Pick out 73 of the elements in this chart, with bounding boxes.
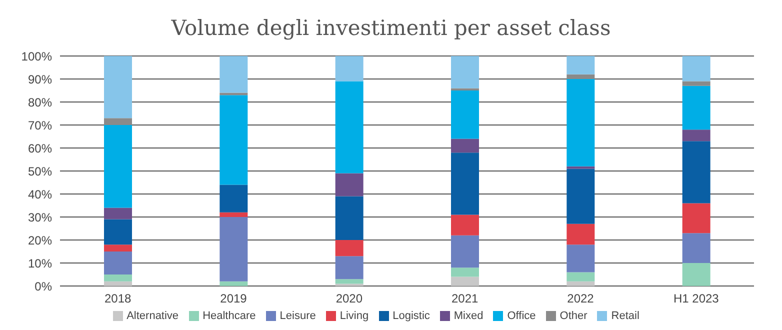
bar (220, 56, 248, 93)
bar (335, 196, 364, 240)
bar (104, 219, 132, 245)
bar (682, 130, 710, 142)
bar (451, 152, 479, 215)
bar (335, 173, 364, 196)
bar (335, 256, 364, 280)
bar (566, 224, 595, 245)
bar (682, 141, 710, 204)
bar (451, 90, 479, 139)
y-tick-label: 100% (21, 49, 52, 64)
bar (566, 244, 595, 272)
bar (104, 118, 132, 125)
bar (104, 274, 132, 282)
bar (682, 81, 710, 86)
x-tick-label: 2018 (104, 292, 132, 306)
x-tick-label: 2022 (567, 292, 594, 306)
bar (682, 263, 710, 286)
bar (682, 86, 710, 130)
bar (104, 56, 132, 118)
bar (451, 268, 479, 277)
bar (566, 56, 595, 74)
bar (104, 208, 132, 220)
bar (566, 281, 595, 286)
y-tick-label: 10% (28, 256, 52, 270)
bar (566, 272, 595, 282)
bar (220, 95, 248, 185)
bar (104, 281, 132, 286)
legend-label: Leisure (280, 310, 316, 322)
bar (220, 281, 248, 286)
legend-label: Living (340, 310, 369, 322)
bar (451, 214, 479, 236)
bar (566, 74, 595, 79)
y-tick-label: 0% (34, 279, 52, 294)
y-tick-label: 90% (28, 72, 52, 86)
legend-label: Logistic (392, 310, 430, 322)
y-tick-label: 60% (28, 141, 52, 156)
bar (451, 138, 479, 153)
bar (451, 56, 479, 88)
legend-label: Office (507, 310, 536, 322)
legend-label: Healthcare (202, 310, 256, 322)
bar (682, 203, 710, 234)
bar (335, 56, 364, 82)
x-tick-label: H1 2023 (673, 292, 720, 306)
bar (682, 56, 710, 82)
bar (220, 217, 248, 282)
legend-label: Retail (611, 310, 640, 322)
bar (566, 79, 595, 166)
legend-label: Other (560, 310, 588, 322)
bar (220, 212, 248, 217)
y-tick-label: 40% (28, 187, 52, 202)
x-tick-label: 2021 (451, 292, 479, 306)
bar (335, 81, 364, 174)
y-tick-label: 50% (28, 164, 52, 178)
bar (104, 244, 132, 252)
x-tick-label: 2020 (336, 292, 363, 306)
bar (451, 276, 479, 286)
chart-title: Volume degli investimenti per asset class (170, 15, 612, 42)
bar (220, 184, 248, 212)
y-tick-label: 30% (28, 210, 52, 224)
bar (335, 279, 364, 284)
bar (451, 235, 479, 268)
bar (566, 168, 595, 224)
legend-label: Alternative (126, 310, 179, 322)
bar (682, 233, 710, 263)
bar (104, 125, 132, 208)
bar (104, 252, 132, 274)
x-tick-label: 2019 (220, 292, 248, 306)
bar (335, 240, 364, 256)
y-tick-label: 80% (28, 95, 52, 110)
y-tick-label: 70% (28, 118, 52, 132)
y-tick-label: 20% (28, 233, 52, 248)
legend-label: Mixed (454, 310, 484, 322)
